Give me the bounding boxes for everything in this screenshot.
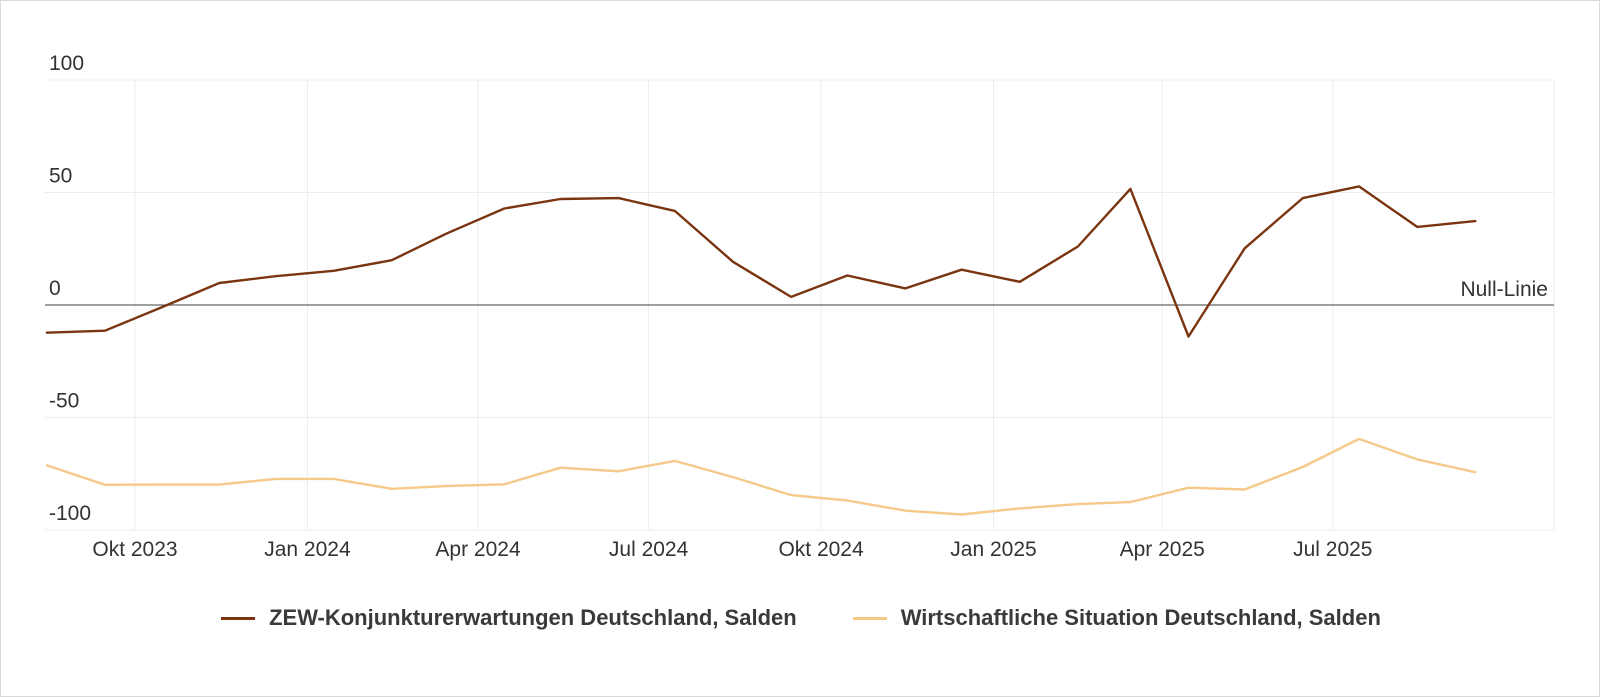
legend-item-zew[interactable]: ZEW-Konjunkturerwartungen Deutschland, S… [221,605,797,631]
legend-label-zew: ZEW-Konjunkturerwartungen Deutschland, S… [269,605,797,630]
series-line-zew[interactable] [45,185,1477,338]
legend-item-situation[interactable]: Wirtschaftliche Situation Deutschland, S… [852,605,1381,631]
x-tick-label: Okt 2023 [92,538,177,561]
series-line-situation[interactable] [45,437,1477,516]
y-tick-label: 50 [49,165,72,188]
x-tick-label: Jan 2025 [950,538,1036,561]
y-tick-label: -100 [49,502,91,525]
y-axis-labels: 100 50 0 -50 -100 [49,52,91,525]
legend: ZEW-Konjunkturerwartungen Deutschland, S… [1,605,1600,631]
x-tick-label: Okt 2024 [778,538,864,561]
legend-swatch-zew [221,616,256,620]
x-tick-label: Jul 2024 [609,538,689,561]
line-chart: 100 50 0 -50 -100 Okt 2023 Jan 2024 Apr 2024 Ju… [45,52,1555,561]
y-tick-label: 100 [49,52,84,75]
legend-label-situation: Wirtschaftliche Situation Deutschland, S… [900,605,1381,630]
x-tick-label: Apr 2024 [435,538,521,561]
x-tick-label: Jul 2025 [1293,538,1372,561]
legend-swatch-situation [852,616,887,620]
y-tick-label: 0 [49,277,61,300]
null-line-label: Null-Linie [1460,278,1548,301]
x-tick-label: Jan 2024 [264,538,351,561]
series-layer [45,185,1477,516]
y-grid [45,79,1554,531]
y-tick-label: -50 [49,390,79,413]
x-tick-label: Apr 2025 [1120,538,1205,561]
x-axis-labels: Okt 2023 Jan 2024 Apr 2024 Jul 2024 Okt 2024… [92,538,1372,561]
